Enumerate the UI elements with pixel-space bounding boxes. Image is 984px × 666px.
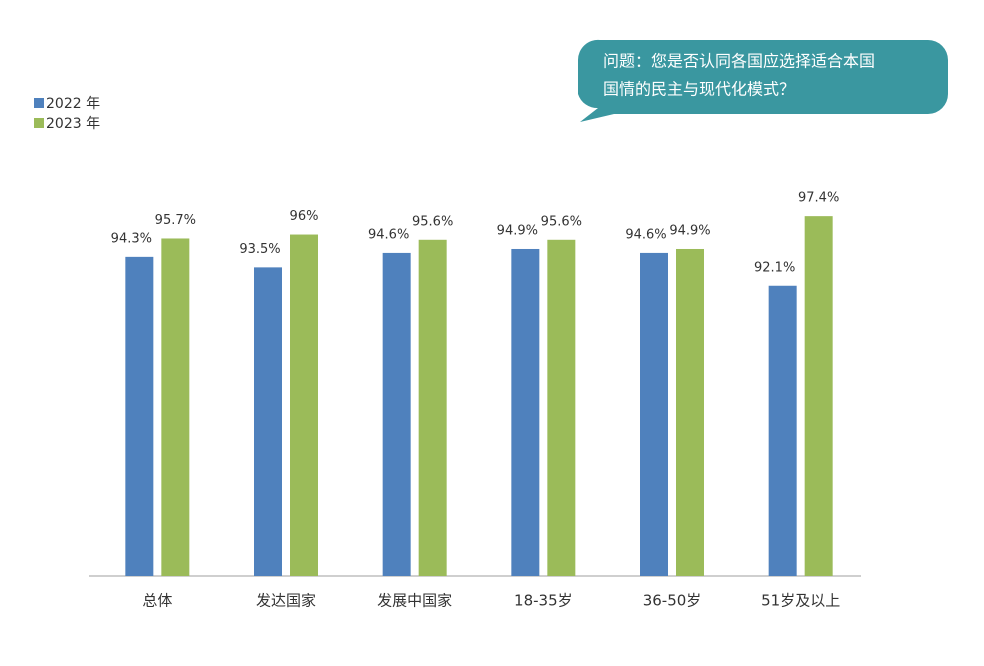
data-label: 92.1% [754, 260, 795, 275]
bar [804, 216, 833, 576]
bar [547, 239, 576, 576]
bar [125, 256, 154, 576]
data-label: 95.6% [412, 214, 453, 229]
legend-swatch [34, 118, 44, 128]
bar [382, 252, 411, 577]
data-label: 94.6% [368, 227, 409, 242]
data-label: 95.6% [541, 214, 582, 229]
bar [254, 267, 282, 576]
data-label: 94.3% [111, 231, 152, 246]
data-label: 95.7% [155, 213, 196, 228]
data-label: 97.4% [798, 191, 839, 206]
bar [676, 248, 704, 577]
x-tick-label: 36-50岁 [643, 592, 702, 610]
x-tick-label: 18-35岁 [514, 592, 573, 610]
bar [768, 285, 797, 576]
legend-swatch [34, 98, 44, 108]
x-tick-label: 51岁及以上 [761, 592, 840, 610]
bar [290, 234, 318, 577]
bar [640, 252, 668, 577]
x-tick-label: 总体 [142, 592, 172, 610]
annotation: 问题：您是否认同各国应选择适合本国 [603, 52, 875, 71]
speech-bubble [577, 39, 948, 122]
x-tick-label: 发达国家 [256, 592, 316, 610]
bar [161, 238, 190, 576]
data-label: 93.5% [239, 242, 280, 257]
data-label: 94.9% [497, 223, 538, 238]
bar [511, 248, 540, 577]
bar [418, 239, 447, 576]
annotation: 国情的民主与现代化模式？ [603, 80, 795, 99]
data-label: 96% [290, 209, 319, 224]
legend-label: 2023 年 [46, 116, 100, 132]
data-label: 94.6% [625, 227, 666, 242]
legend-label: 2022 年 [46, 96, 100, 112]
x-tick-label: 发展中国家 [377, 592, 452, 610]
data-label: 94.9% [669, 223, 710, 238]
